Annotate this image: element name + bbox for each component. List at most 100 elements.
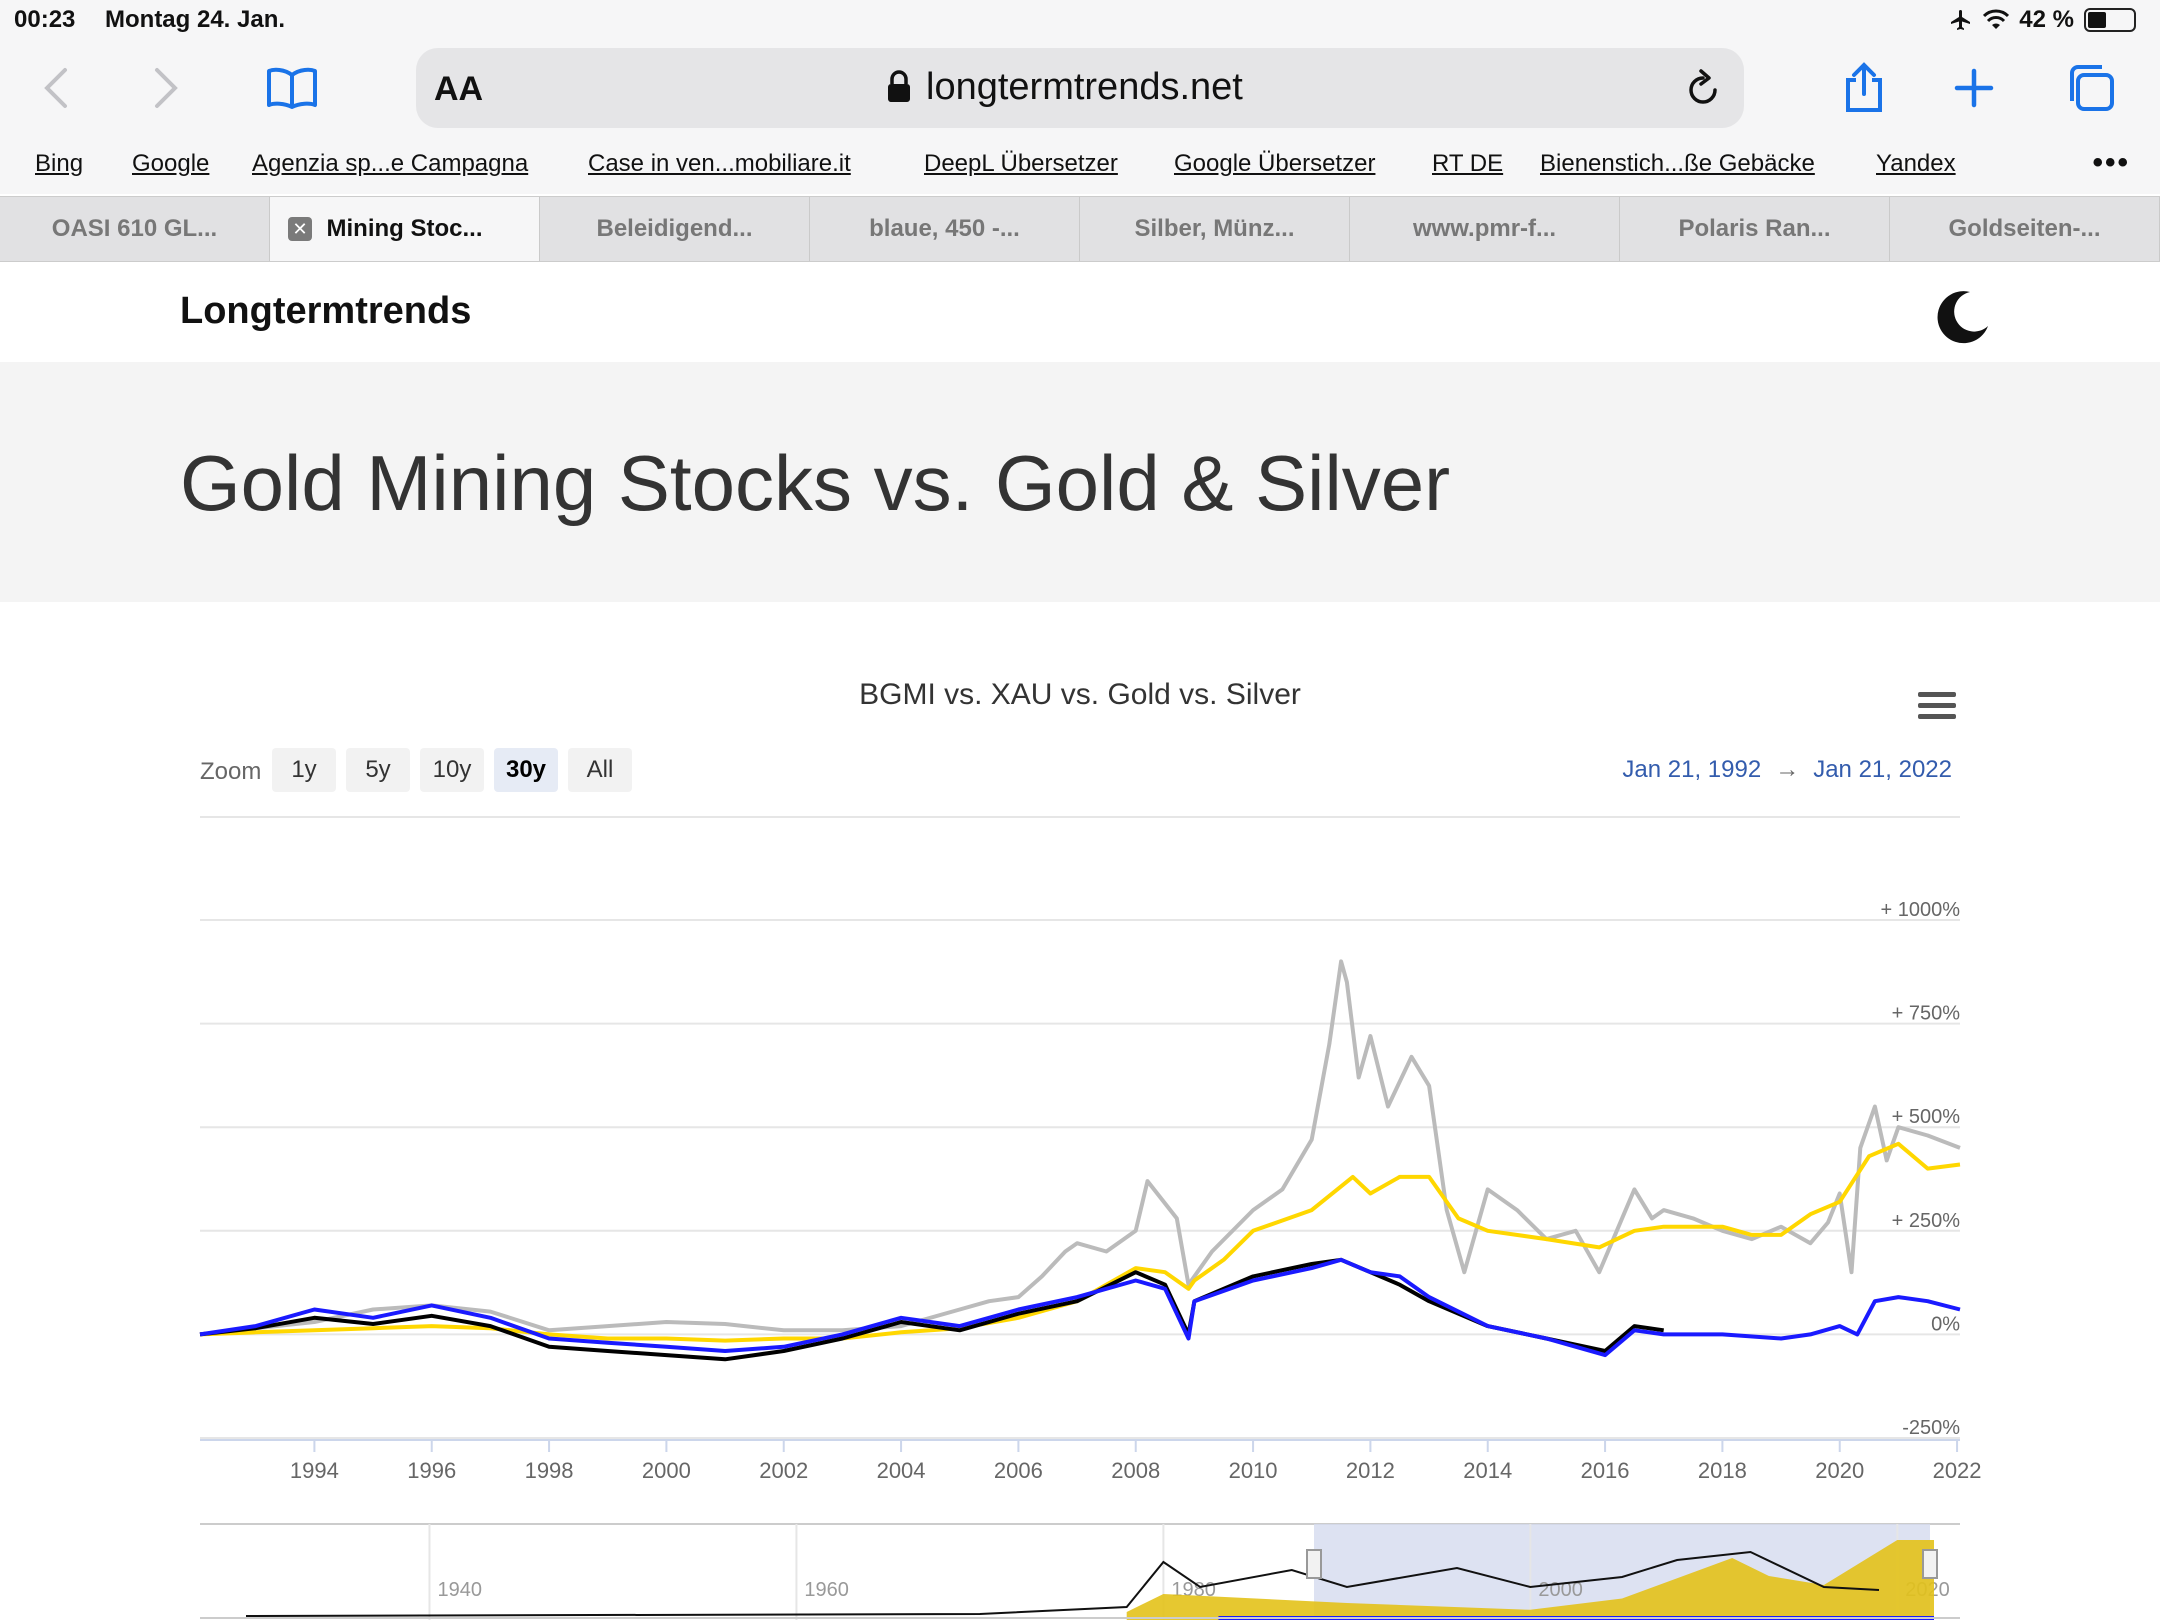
y-tick-label: -250%: [1902, 1417, 1960, 1439]
bookmarks-button[interactable]: [262, 58, 322, 118]
chart-menu-button[interactable]: [1918, 692, 1956, 725]
series-line: [199, 1141, 1961, 1343]
navigator-gold-area: [1126, 1540, 1934, 1620]
series-line: [199, 959, 1961, 1337]
chart-divider: [200, 816, 1960, 818]
back-button[interactable]: [26, 58, 86, 118]
tab-item[interactable]: OASI 610 GL...: [0, 197, 270, 261]
tab-item-active[interactable]: ✕ Mining Stoc...: [270, 197, 540, 261]
tab-item[interactable]: Beleidigend...: [540, 197, 810, 261]
dark-mode-moon-icon[interactable]: [1934, 288, 1990, 344]
date-range: Jan 21, 1992 → Jan 21, 2022: [1622, 756, 1952, 784]
tabs-overview-button[interactable]: [2060, 58, 2120, 118]
url-text[interactable]: longtermtrends.net: [926, 66, 1243, 108]
bookmark-link[interactable]: RT DE: [1432, 150, 1504, 177]
tab-label: Beleidigend...: [596, 215, 753, 242]
x-tick-label: 2012: [1346, 1458, 1395, 1483]
tab-item[interactable]: Polaris Ran...: [1620, 197, 1890, 261]
zoom-1y-button[interactable]: 1y: [272, 748, 336, 792]
browser-toolbar: AA longtermtrends.net: [0, 40, 2160, 150]
status-time: 00:23: [14, 6, 76, 33]
y-tick-label: + 500%: [1892, 1106, 1961, 1128]
bookmark-link[interactable]: Agenzia sp...e Campagna: [252, 150, 529, 177]
x-tick-label: 2002: [759, 1458, 808, 1483]
y-tick-label: + 250%: [1892, 1210, 1961, 1232]
bookmark-link[interactable]: Yandex: [1876, 150, 1956, 177]
hero-banner: Gold Mining Stocks vs. Gold & Silver: [0, 362, 2160, 602]
back-icon: [44, 68, 67, 108]
reload-icon[interactable]: [1684, 68, 1722, 108]
bookmark-link[interactable]: Google Übersetzer: [1174, 150, 1376, 177]
reader-aa-button[interactable]: AA: [434, 70, 484, 108]
x-tick-label: 2020: [1815, 1458, 1864, 1483]
series-line: [199, 1257, 1961, 1358]
x-tick-label: 1998: [525, 1458, 574, 1483]
tab-label: blaue, 450 -...: [869, 215, 1020, 242]
new-tab-button[interactable]: [1944, 58, 2004, 118]
range-from[interactable]: Jan 21, 1992: [1622, 756, 1762, 783]
bookmarks-bar: Bing Google Agenzia sp...e Campagna Case…: [0, 146, 2160, 194]
zoom-30y-button[interactable]: 30y: [494, 748, 558, 792]
status-right: 42 %: [1949, 6, 2136, 34]
bookmarks-book-icon: [267, 67, 317, 109]
bookmark-link[interactable]: Bienenstich...ße Gebäcke: [1540, 150, 1815, 177]
range-arrow: →: [1775, 756, 1800, 783]
tab-label: Silber, Münz...: [1134, 215, 1295, 242]
lock-icon: [888, 70, 910, 102]
navigator-handle[interactable]: [1922, 1549, 1938, 1579]
navigator-tick-label: 1940: [437, 1579, 482, 1601]
wifi-icon: [1983, 9, 2010, 29]
share-icon: [1846, 62, 1882, 112]
tab-item[interactable]: www.pmr-f...: [1350, 197, 1620, 261]
tab-item[interactable]: blaue, 450 -...: [810, 197, 1080, 261]
zoom-10y-button[interactable]: 10y: [420, 748, 484, 792]
x-tick-label: 2022: [1933, 1458, 1982, 1483]
address-bar[interactable]: AA longtermtrends.net: [416, 48, 1744, 128]
bookmarks-more-button[interactable]: •••: [2092, 146, 2130, 179]
series-line: [199, 1257, 1664, 1362]
share-button[interactable]: [1834, 58, 1894, 118]
tab-label: www.pmr-f...: [1412, 215, 1557, 242]
x-tick-label: 2006: [994, 1458, 1043, 1483]
battery-fill: [2088, 12, 2107, 28]
x-tick-label: 2000: [642, 1458, 691, 1483]
navigator-tick-label: 1960: [804, 1579, 849, 1601]
x-tick-label: 2018: [1698, 1458, 1747, 1483]
status-date: Montag 24. Jan.: [105, 6, 286, 33]
x-tick-label: 2016: [1581, 1458, 1630, 1483]
forward-button[interactable]: [136, 58, 196, 118]
site-brand[interactable]: Longtermtrends: [180, 290, 472, 332]
zoom-all-button[interactable]: All: [568, 748, 632, 792]
y-tick-label: + 750%: [1892, 1003, 1961, 1025]
status-bar: 00:23 Montag 24. Jan. 42 %: [0, 0, 2160, 40]
tab-bar: OASI 610 GL... ✕ Mining Stoc... Beleidig…: [0, 196, 2160, 262]
x-tick-label: 2004: [877, 1458, 926, 1483]
tab-label: OASI 610 GL...: [51, 215, 218, 242]
new-tab-plus-icon: [1954, 68, 1994, 108]
bookmark-link[interactable]: Case in ven...mobiliare.it: [588, 150, 851, 177]
bookmark-link[interactable]: Google: [132, 150, 210, 177]
bookmark-link[interactable]: DeepL Übersetzer: [924, 150, 1118, 177]
chart-container: BGMI vs. XAU vs. Gold vs. Silver Zoom 1y…: [0, 602, 2160, 1620]
page-title: Gold Mining Stocks vs. Gold & Silver: [180, 439, 1451, 527]
x-tick-label: 2008: [1111, 1458, 1160, 1483]
x-tick-label: 2010: [1229, 1458, 1278, 1483]
zoom-5y-button[interactable]: 5y: [346, 748, 410, 792]
tab-item[interactable]: Goldseiten-...: [1890, 197, 2160, 261]
battery-icon: [2084, 8, 2136, 32]
navigator-black-line: [245, 1550, 1880, 1617]
y-tick-label: 0%: [1931, 1313, 1960, 1335]
zoom-label: Zoom: [200, 758, 262, 785]
airplane-icon: [1951, 10, 1971, 30]
navigator-handle[interactable]: [1306, 1549, 1322, 1579]
site-header: Longtermtrends: [0, 262, 2160, 362]
tab-label: Goldseiten-...: [1948, 215, 2101, 242]
close-tab-icon[interactable]: ✕: [288, 217, 312, 241]
range-to[interactable]: Jan 21, 2022: [1813, 756, 1952, 783]
line-chart: + 1000% + 750% + 500% + 250% 0% -250% 1994 1996…: [199, 899, 1982, 1620]
x-tick-label: 1996: [407, 1458, 456, 1483]
chart-title: BGMI vs. XAU vs. Gold vs. Silver: [859, 678, 1301, 711]
tab-item[interactable]: Silber, Münz...: [1080, 197, 1350, 261]
bookmark-link[interactable]: Bing: [35, 150, 84, 177]
y-tick-label: + 1000%: [1880, 899, 1960, 921]
